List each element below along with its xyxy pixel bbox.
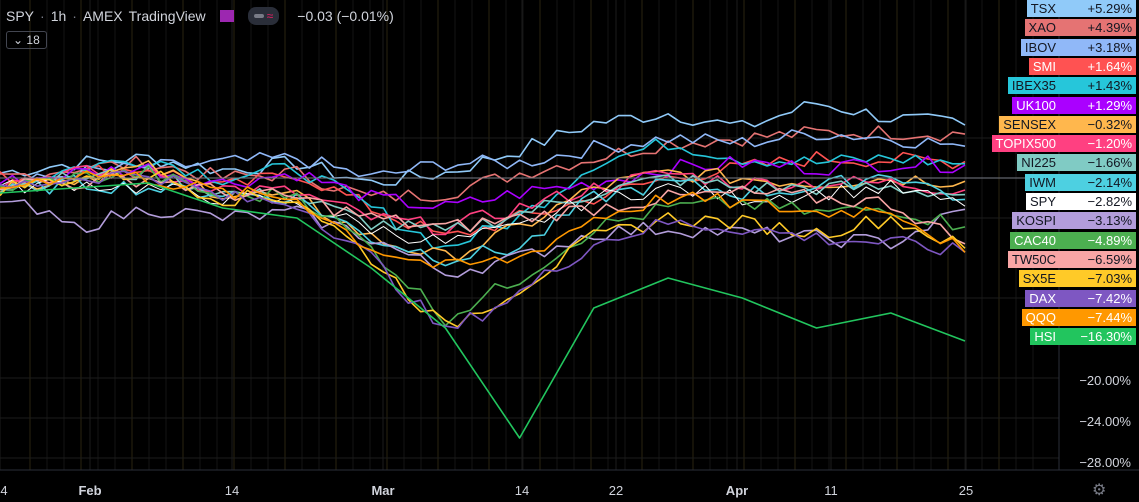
series-line-sx5e — [0, 168, 966, 328]
gear-icon[interactable]: ⚙ — [1092, 482, 1107, 499]
series-line-ni225 — [0, 164, 966, 233]
series-label-smi[interactable]: SMI +1.64% — [1028, 57, 1136, 75]
series-value: −4.89% — [1060, 231, 1136, 249]
series-line-topix500 — [0, 164, 966, 236]
x-tick-label: 25 — [958, 483, 974, 498]
exchange-label: AMEX — [82, 8, 123, 24]
series-value: −0.32% — [1060, 115, 1136, 133]
series-label-tw50c[interactable]: TW50C −6.59% — [1007, 250, 1136, 268]
series-label-xao[interactable]: XAO +4.39% — [1024, 19, 1136, 37]
series-value: −3.13% — [1060, 212, 1136, 230]
series-name: IBOV — [1024, 39, 1056, 55]
series-line-iwm — [0, 174, 966, 267]
series-label-dax[interactable]: DAX −7.42% — [1025, 289, 1136, 307]
series-name: SMI — [1032, 58, 1056, 74]
series-label-ibov[interactable]: IBOV +3.18% — [1020, 38, 1136, 56]
series-line-spy — [0, 178, 966, 244]
series-label-sx5e[interactable]: SX5E −7.03% — [1018, 270, 1136, 288]
symbol-name[interactable]: SPY — [6, 8, 35, 24]
series-name: IBEX35 — [1011, 78, 1056, 94]
series-line-dax — [0, 170, 966, 330]
x-tick-label: Mar — [371, 483, 395, 498]
series-line-kospi — [0, 199, 966, 278]
series-name: XAO — [1028, 20, 1056, 36]
source-label: TradingView — [128, 8, 206, 24]
series-label-hsi[interactable]: HSI −16.30% — [1030, 328, 1136, 346]
x-tick-label: 14 — [224, 483, 240, 498]
symbol-header: SPY · 1h · AMEX TradingView ≈ −0.03 (−0.… — [6, 7, 394, 25]
interval-label[interactable]: 1h — [50, 8, 67, 24]
series-line-uk100 — [0, 155, 966, 209]
series-name: UK100 — [1016, 97, 1056, 113]
series-value: −7.44% — [1060, 308, 1136, 326]
series-value: +4.39% — [1060, 19, 1136, 37]
series-value: −2.82% — [1060, 193, 1136, 210]
series-name: HSI — [1034, 329, 1056, 345]
series-line-ibov — [0, 129, 966, 190]
series-label-uk100[interactable]: UK100 +1.29% — [1012, 96, 1136, 114]
series-value: +1.64% — [1060, 57, 1136, 75]
series-value: −1.20% — [1060, 135, 1136, 153]
series-name: TOPIX500 — [995, 136, 1056, 152]
series-value: +3.18% — [1060, 38, 1136, 56]
indicator-flag-icon[interactable] — [219, 10, 234, 22]
series-value: −2.14% — [1060, 173, 1136, 191]
series-label-sensex[interactable]: SENSEX −0.32% — [999, 115, 1136, 133]
series-label-qqq[interactable]: QQQ −7.44% — [1021, 308, 1136, 326]
chevron-down-icon: ⌄ — [13, 33, 24, 47]
series-name: DAX — [1029, 290, 1056, 306]
x-tick-label: Apr — [725, 483, 749, 498]
x-tick-label: Feb — [78, 483, 102, 498]
chart-grid — [0, 0, 1059, 470]
series-name: SPY — [1029, 194, 1056, 209]
series-name: CAC40 — [1014, 232, 1056, 248]
y-tick-label: −24.00% — [1079, 414, 1131, 429]
series-label-cac40[interactable]: CAC40 −4.89% — [1010, 231, 1136, 249]
series-label-topix500[interactable]: TOPIX500 −1.20% — [991, 135, 1136, 153]
series-name: QQQ — [1025, 309, 1056, 325]
series-name: SX5E — [1022, 271, 1056, 287]
wave-icon: ≈ — [266, 9, 274, 23]
visibility-toggle[interactable]: ≈ — [247, 7, 280, 25]
series-label-ni225[interactable]: NI225 −1.66% — [1017, 154, 1136, 172]
series-value: −16.30% — [1060, 328, 1136, 346]
series-label-iwm[interactable]: IWM −2.14% — [1025, 173, 1136, 191]
series-value: −6.59% — [1060, 250, 1136, 268]
header-separator: · — [40, 8, 45, 24]
series-line-tw50c — [0, 172, 966, 245]
series-name: SENSEX — [1003, 116, 1056, 132]
eye-icon — [253, 14, 264, 18]
series-name: TSX — [1030, 1, 1056, 16]
series-label-spy[interactable]: SPY −2.82% — [1025, 193, 1136, 210]
series-line-tsx — [0, 101, 966, 186]
series-line-hsi — [0, 182, 966, 439]
x-tick-label: 11 — [824, 483, 838, 498]
series-label-tsx[interactable]: TSX +5.29% — [1026, 0, 1136, 17]
series-name: IWM — [1029, 174, 1056, 190]
price-change: −0.03 (−0.01%) — [297, 8, 394, 24]
series-line-qqq — [0, 170, 966, 269]
series-name: KOSPI — [1016, 213, 1056, 229]
series-value: +1.29% — [1060, 96, 1136, 114]
series-value: −7.03% — [1060, 270, 1136, 288]
indicator-count: 18 — [26, 33, 40, 47]
x-tick-label: 22 — [608, 483, 624, 498]
x-tick-label: 4 — [0, 483, 8, 498]
series-label-ibex35[interactable]: IBEX35 +1.43% — [1007, 77, 1136, 95]
series-line-ibex35 — [0, 138, 966, 250]
indicators-toggle[interactable]: ⌄ 18 — [6, 31, 47, 49]
series-label-kospi[interactable]: KOSPI −3.13% — [1012, 212, 1136, 230]
y-tick-label: −28.00% — [1079, 455, 1131, 470]
y-tick-label: −20.00% — [1079, 373, 1131, 388]
chart-series — [0, 101, 966, 439]
series-value: −7.42% — [1060, 289, 1136, 307]
series-name: TW50C — [1011, 251, 1056, 267]
x-tick-label: 14 — [514, 483, 530, 498]
series-name: NI225 — [1021, 155, 1056, 171]
series-value: −1.66% — [1060, 154, 1136, 172]
header-separator: · — [72, 8, 77, 24]
series-value: +5.29% — [1060, 0, 1136, 17]
series-value: +1.43% — [1060, 77, 1136, 95]
